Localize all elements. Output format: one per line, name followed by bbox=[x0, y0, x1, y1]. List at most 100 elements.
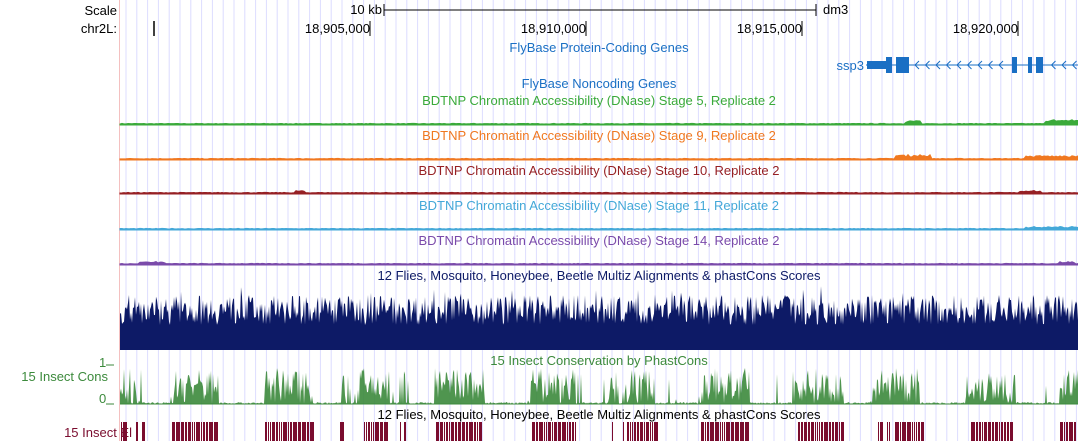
conserved-element bbox=[829, 422, 831, 441]
phastcons-ymax: 1 bbox=[99, 355, 107, 370]
conserved-element bbox=[811, 422, 814, 441]
conserved-element bbox=[918, 422, 920, 441]
conserved-element bbox=[548, 422, 551, 441]
conserved-element bbox=[185, 422, 187, 441]
conserved-element bbox=[536, 422, 538, 441]
strand-arrow bbox=[998, 60, 1004, 70]
conserved-element bbox=[340, 422, 344, 441]
conserved-element bbox=[634, 422, 636, 441]
assembly-label: dm3 bbox=[823, 2, 849, 17]
gene-exon bbox=[1036, 57, 1043, 73]
track-title-dnase-stage9[interactable]: BDTNP Chromatin Accessibility (DNase) St… bbox=[422, 128, 776, 143]
conserved-element bbox=[887, 422, 888, 441]
strand-arrow bbox=[1050, 60, 1056, 70]
conserved-element bbox=[546, 422, 547, 441]
conserved-element bbox=[444, 422, 445, 441]
conserved-element bbox=[821, 422, 823, 441]
conserved-element bbox=[907, 422, 911, 441]
conserved-element bbox=[646, 422, 649, 441]
conserved-element bbox=[878, 422, 879, 441]
conserved-element bbox=[302, 422, 306, 441]
conserved-element bbox=[552, 422, 553, 441]
conserved-element bbox=[375, 422, 379, 441]
conserved-element bbox=[1069, 422, 1073, 441]
conserved-element bbox=[477, 422, 478, 441]
conserved-element bbox=[181, 422, 184, 441]
conserved-element bbox=[307, 422, 309, 441]
gene-exon bbox=[1028, 57, 1032, 73]
conserved-element bbox=[916, 422, 917, 441]
conserved-element bbox=[992, 422, 994, 441]
conserved-element bbox=[404, 422, 406, 441]
gene-exon bbox=[886, 57, 892, 73]
conserved-element bbox=[479, 422, 482, 441]
conserved-element bbox=[451, 422, 454, 441]
conserved-element bbox=[1004, 422, 1006, 441]
conserved-element bbox=[726, 422, 730, 441]
conserved-element bbox=[835, 422, 838, 441]
conserved-element bbox=[900, 422, 901, 441]
conserved-element bbox=[298, 422, 301, 441]
track-title-dnase-stage11[interactable]: BDTNP Chromatin Accessibility (DNase) St… bbox=[418, 198, 780, 213]
track-title-elements[interactable]: 12 Flies, Mosquito, Honeybee, Beetle Mul… bbox=[377, 407, 821, 422]
conserved-element bbox=[715, 422, 719, 441]
conserved-element bbox=[740, 422, 744, 441]
conserved-element bbox=[735, 422, 739, 441]
conserved-element bbox=[984, 422, 987, 441]
conserved-element bbox=[640, 422, 643, 441]
elements-side-label[interactable]: 15 Insect El bbox=[64, 425, 132, 440]
conserved-element bbox=[172, 422, 175, 441]
conserved-element bbox=[710, 422, 714, 441]
gene-label-ssp3[interactable]: ssp3 bbox=[836, 58, 864, 73]
conserved-element bbox=[562, 422, 566, 441]
conserved-element bbox=[817, 422, 818, 441]
conserved-element bbox=[720, 422, 721, 441]
conserved-element bbox=[839, 422, 840, 441]
conserved-element bbox=[1074, 422, 1076, 441]
track-title-flybase-coding[interactable]: FlyBase Protein-Coding Genes bbox=[509, 40, 689, 55]
phastcons-side-label[interactable]: 15 Insect Cons bbox=[21, 369, 108, 384]
track-title-flybase-noncoding[interactable]: FlyBase Noncoding Genes bbox=[521, 76, 677, 91]
conserved-element bbox=[705, 422, 706, 441]
conserved-element bbox=[745, 422, 749, 441]
position-label: 18,920,000 bbox=[952, 21, 1018, 36]
track-title-dnase-stage10[interactable]: BDTNP Chromatin Accessibility (DNase) St… bbox=[418, 163, 780, 178]
scale-label: Scale bbox=[84, 3, 117, 18]
conserved-element bbox=[288, 422, 289, 441]
position-label: 18,905,000 bbox=[304, 21, 370, 36]
conserved-element bbox=[1001, 422, 1003, 441]
conserved-element bbox=[400, 422, 401, 441]
track-title-dnase-stage14[interactable]: BDTNP Chromatin Accessibility (DNase) St… bbox=[418, 233, 780, 248]
conserved-element bbox=[841, 422, 844, 441]
conserved-element bbox=[652, 422, 653, 441]
conserved-element bbox=[293, 422, 297, 441]
phastcons-signal bbox=[120, 368, 1078, 404]
conserved-element bbox=[995, 422, 998, 441]
conserved-element bbox=[462, 422, 465, 441]
conserved-element bbox=[368, 422, 370, 441]
conserved-element bbox=[623, 422, 624, 441]
conserved-element bbox=[1060, 422, 1063, 441]
multiz-signal bbox=[120, 286, 1078, 350]
chrom-label: chr2L: bbox=[80, 21, 117, 36]
strand-arrow bbox=[956, 60, 962, 70]
conserved-element bbox=[654, 422, 658, 441]
dnase_s10-signal bbox=[119, 189, 1078, 195]
conserved-element bbox=[265, 422, 267, 441]
conserved-element bbox=[801, 422, 803, 441]
conserved-element bbox=[976, 422, 978, 441]
conserved-element bbox=[627, 422, 629, 441]
conserved-element bbox=[544, 422, 545, 441]
conserved-element bbox=[650, 422, 651, 441]
conserved-element bbox=[895, 422, 899, 441]
conserved-element bbox=[214, 422, 218, 441]
conserved-element bbox=[373, 422, 374, 441]
conserved-element bbox=[914, 422, 915, 441]
conserved-element bbox=[707, 422, 709, 441]
track-title-phastcons[interactable]: 15 Insect Conservation by PhastCons bbox=[490, 353, 708, 368]
conserved-element bbox=[724, 422, 725, 441]
track-title-multiz[interactable]: 12 Flies, Mosquito, Honeybee, Beetle Mul… bbox=[377, 268, 821, 283]
track-title-dnase-stage5[interactable]: BDTNP Chromatin Accessibility (DNase) St… bbox=[422, 93, 776, 108]
strand-arrow bbox=[924, 60, 930, 70]
conserved-element bbox=[572, 422, 574, 441]
